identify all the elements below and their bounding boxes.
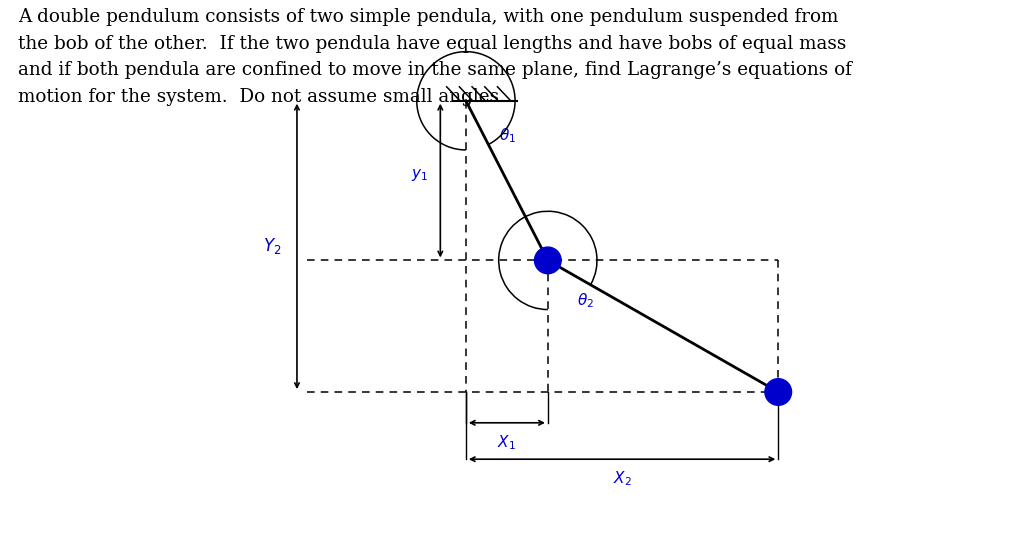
- Text: $\theta_1$: $\theta_1$: [499, 126, 516, 145]
- Text: $\theta_2$: $\theta_2$: [577, 291, 594, 310]
- Text: $X_2$: $X_2$: [612, 469, 632, 488]
- Ellipse shape: [535, 247, 561, 274]
- Text: $Y_2$: $Y_2$: [263, 236, 282, 256]
- Ellipse shape: [765, 379, 792, 405]
- Text: $X_1$: $X_1$: [498, 433, 516, 451]
- Text: A double pendulum consists of two simple pendula, with one pendulum suspended fr: A double pendulum consists of two simple…: [18, 8, 852, 106]
- Text: $y_1$: $y_1$: [411, 167, 428, 183]
